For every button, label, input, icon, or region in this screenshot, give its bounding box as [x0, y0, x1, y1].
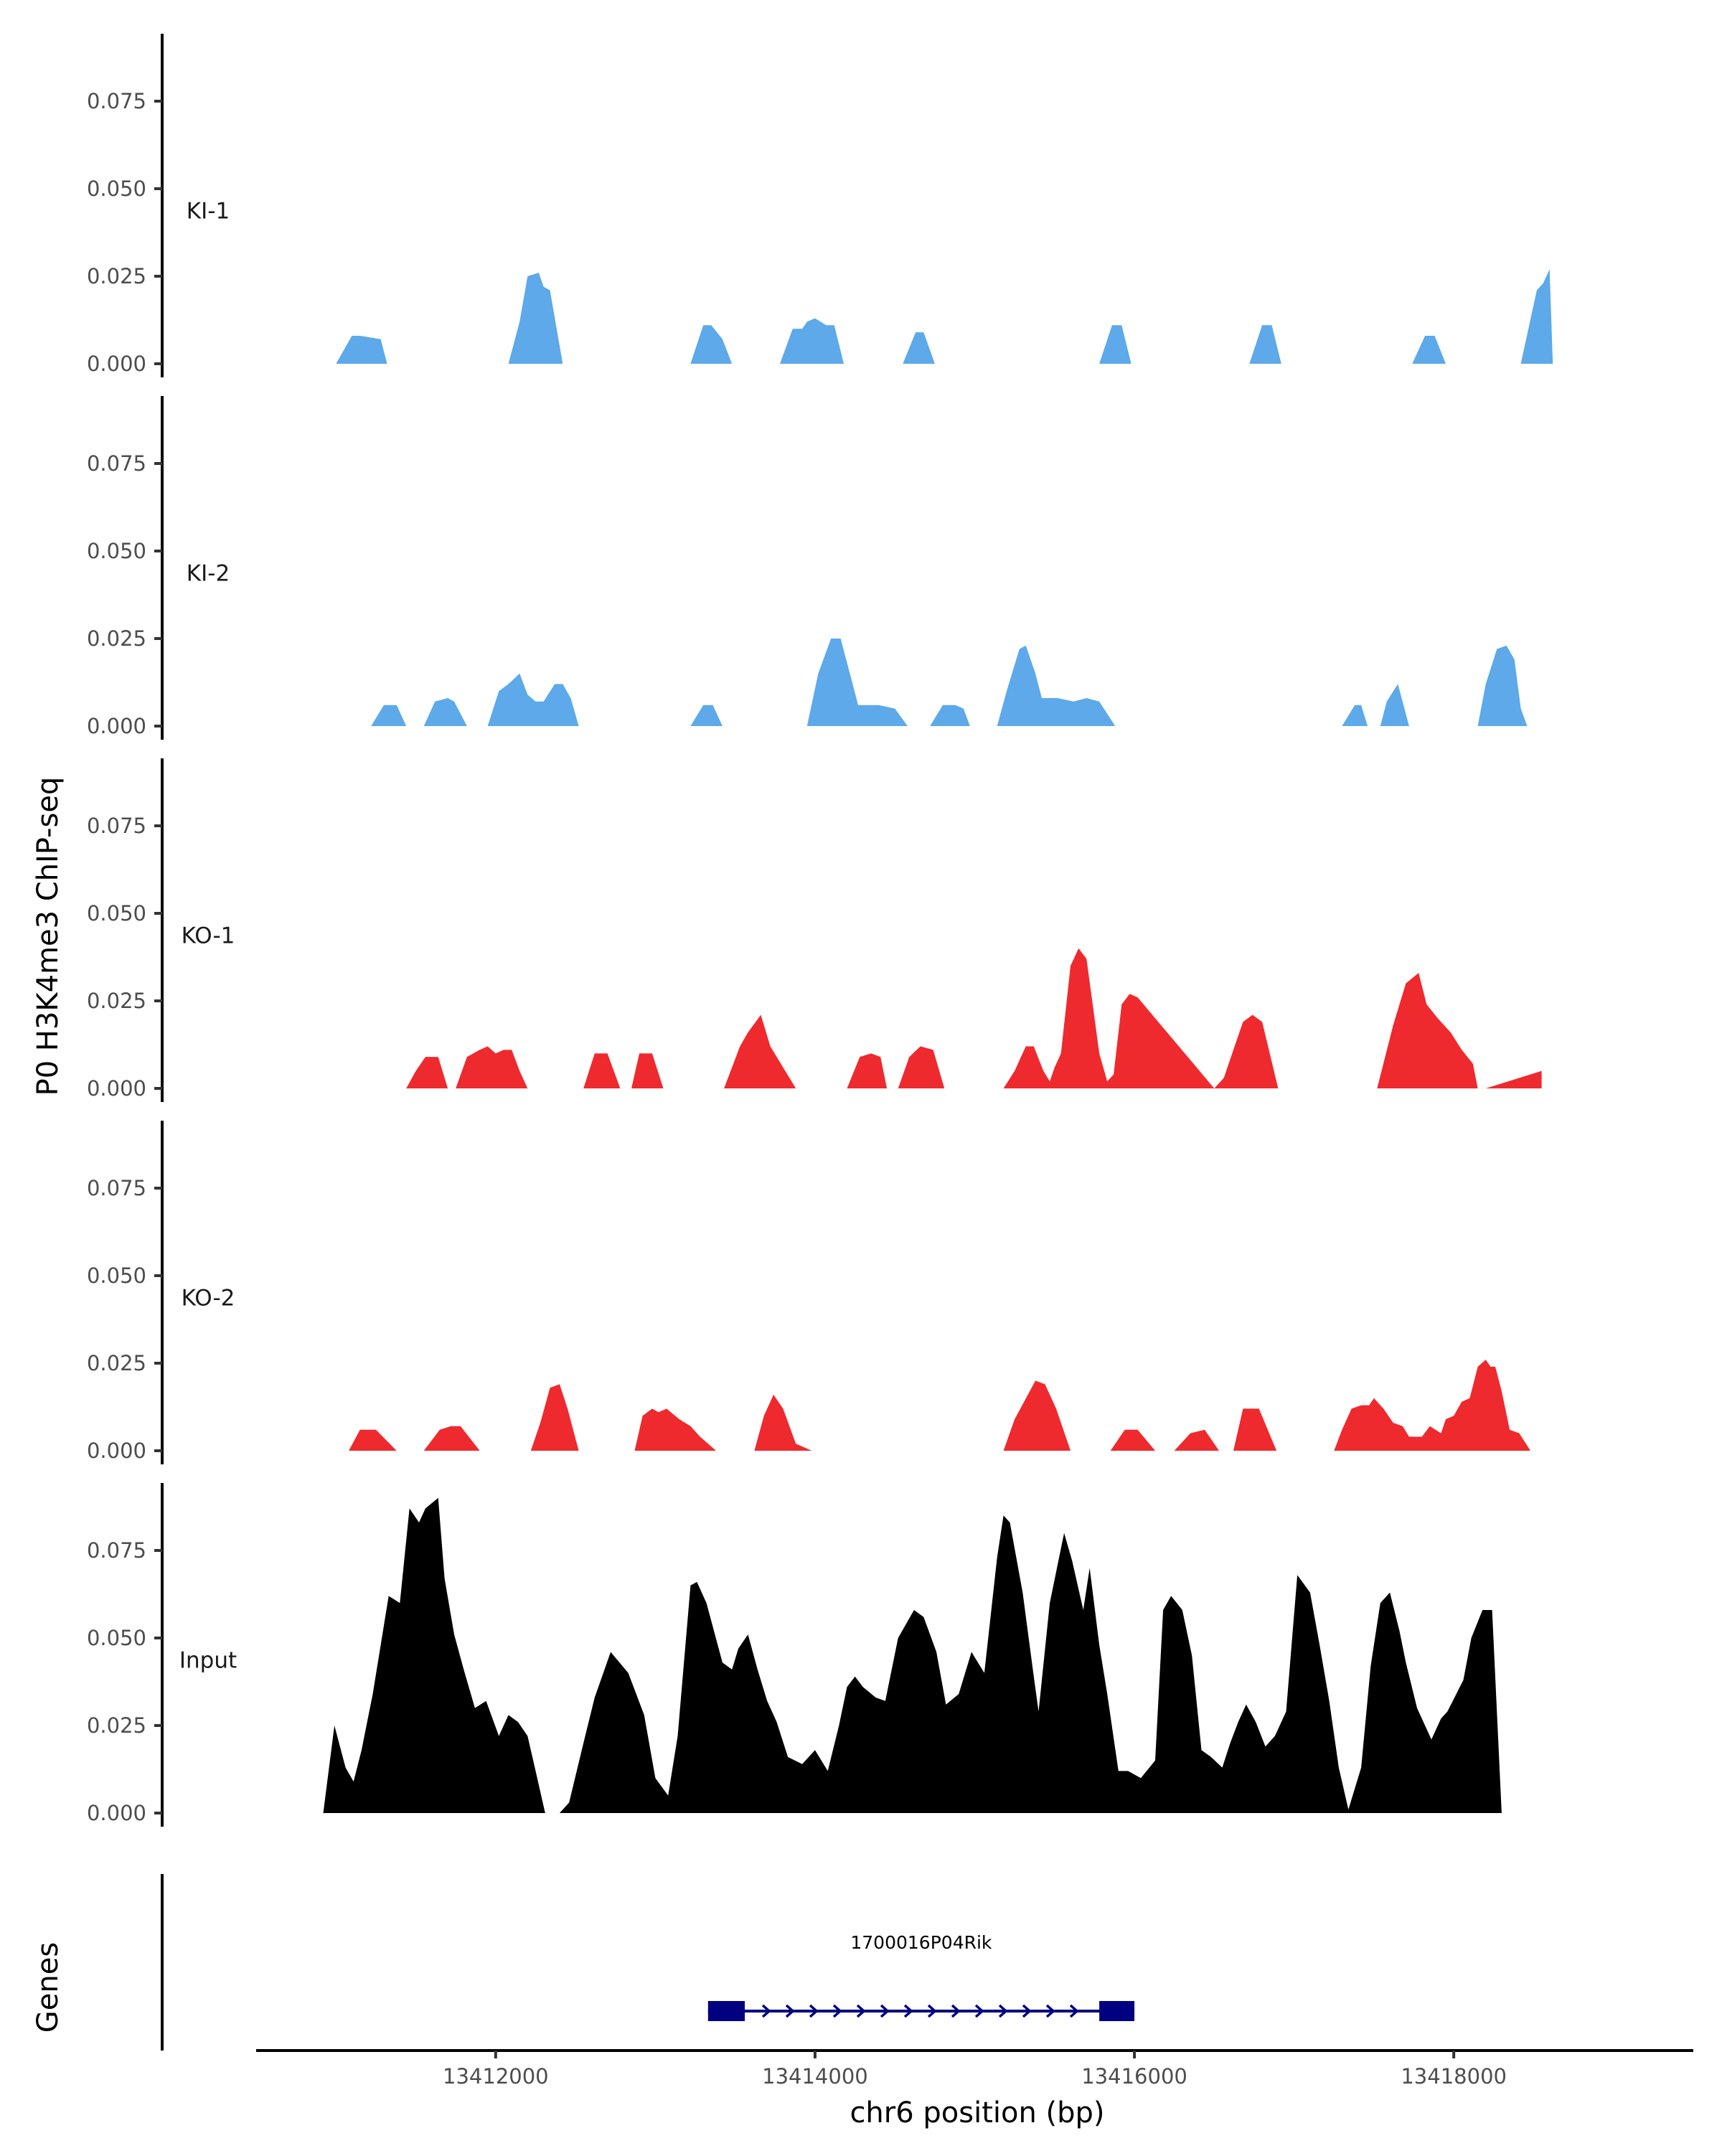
y-tick-label: 0.050	[87, 176, 146, 201]
strand-chevron	[856, 2004, 866, 2018]
y-tick-label: 0.050	[87, 1626, 146, 1650]
y-tick-label: 0.050	[87, 539, 146, 563]
signal-area	[336, 269, 1553, 364]
y-tick-label: 0.025	[87, 989, 146, 1013]
y-tick-label: 0.000	[87, 1439, 146, 1463]
gene-name-label: 1700016P04Rik	[850, 1932, 992, 1953]
track-ko-1: 0.000 0.025 0.050 0.075 KO-1	[87, 758, 1542, 1102]
y-tick-label: 0.025	[87, 1351, 146, 1375]
x-axis: 13412000 13414000 13416000 13418000	[256, 2049, 1693, 2089]
track-label: KI-1	[187, 199, 230, 225]
y-tick-label: 0.000	[87, 1801, 146, 1825]
y-tick-label: 0.075	[87, 814, 146, 838]
y-tick-label: 0.000	[87, 714, 146, 738]
y-tick-label: 0.075	[87, 451, 146, 476]
track-label: KO-2	[182, 1286, 235, 1312]
track-input: 0.000 0.025 0.050 0.075 Input	[87, 1483, 1502, 1827]
x-axis-title: chr6 position (bp)	[850, 2096, 1104, 2129]
y-tick-label: 0.025	[87, 1713, 146, 1738]
x-tick-label: 13418000	[1401, 2064, 1507, 2089]
track-ki-1: 0.000 0.025 0.050 0.075 KI-1	[87, 34, 1553, 377]
track-label: KI-2	[187, 561, 230, 587]
y-tick-label: 0.075	[87, 1538, 146, 1563]
strand-chevron	[998, 2004, 1008, 2018]
strand-chevron	[951, 2004, 961, 2018]
strand-chevron	[785, 2004, 795, 2018]
y-tick-label: 0.050	[87, 901, 146, 926]
strand-chevron	[832, 2004, 842, 2018]
track-ko-2: 0.000 0.025 0.050 0.075 KO-2	[87, 1121, 1531, 1464]
x-tick-label: 13416000	[1081, 2064, 1187, 2089]
gene-track: 1700016P04Rik	[161, 1874, 1135, 2051]
x-tick-label: 13414000	[762, 2064, 868, 2089]
signal-area	[323, 1497, 1502, 1813]
y-tick-label: 0.025	[87, 626, 146, 651]
strand-chevron	[1045, 2004, 1055, 2018]
strand-chevron	[927, 2004, 937, 2018]
track-label: KO-1	[182, 923, 235, 949]
y-tick-label: 0.000	[87, 352, 146, 376]
strand-chevron	[761, 2004, 771, 2018]
strand-chevron	[903, 2004, 913, 2018]
y-tick-label: 0.025	[87, 264, 146, 288]
signal-tracks: 0.0000.0250.0500.075KI-10.0000.0250.0500…	[87, 34, 1553, 1827]
signal-area	[349, 1360, 1531, 1451]
strand-chevron	[809, 2004, 819, 2018]
strand-chevron	[1022, 2004, 1032, 2018]
signal-area	[406, 948, 1542, 1088]
track-ki-2: 0.000 0.025 0.050 0.075 KI-2	[87, 396, 1528, 740]
y-tick-label: 0.075	[87, 89, 146, 113]
y-tick-label: 0.075	[87, 1176, 146, 1200]
strand-chevron	[880, 2004, 890, 2018]
strand-chevron	[974, 2004, 984, 2018]
gene-track-title: Genes	[32, 1942, 65, 2033]
gene-exon	[707, 2001, 745, 2021]
strand-chevron	[1069, 2004, 1079, 2018]
gene-exon	[1099, 2001, 1135, 2021]
y-axis-title: P0 H3K4me3 ChIP-seq	[32, 777, 65, 1096]
y-tick-label: 0.050	[87, 1263, 146, 1288]
x-tick-label: 13412000	[443, 2064, 549, 2089]
signal-area	[371, 639, 1528, 726]
y-tick-label: 0.000	[87, 1076, 146, 1101]
track-label: Input	[179, 1648, 237, 1674]
